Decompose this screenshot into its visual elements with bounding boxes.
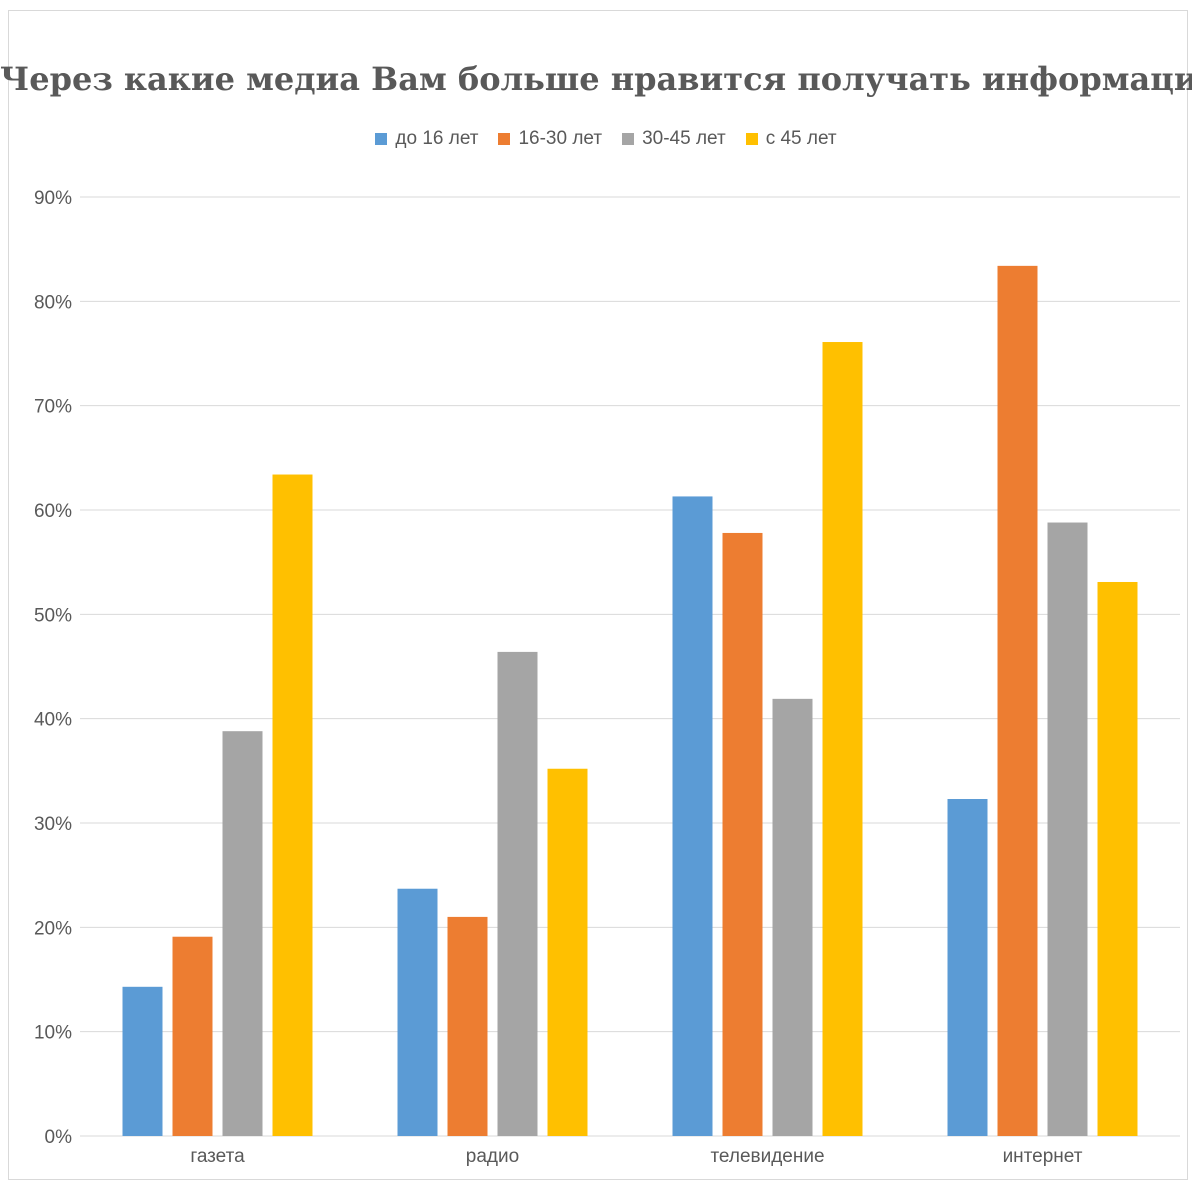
y-tick-label: 10% bbox=[34, 1023, 72, 1044]
legend-label: с 45 лет bbox=[765, 128, 837, 149]
bar bbox=[497, 651, 538, 1136]
y-tick-label: 50% bbox=[34, 605, 72, 626]
bar bbox=[997, 265, 1038, 1136]
bar bbox=[222, 731, 263, 1136]
bar bbox=[172, 936, 213, 1136]
y-tick-label: 20% bbox=[34, 918, 72, 939]
y-tick-label: 30% bbox=[34, 814, 72, 835]
chart-title: Через какие медиа Вам больше нравится по… bbox=[0, 60, 1192, 98]
x-tick-label: радио bbox=[466, 1146, 519, 1167]
bar bbox=[397, 888, 438, 1136]
y-tick-label: 60% bbox=[34, 501, 72, 522]
bar bbox=[947, 799, 988, 1136]
x-tick-label: газета bbox=[190, 1146, 245, 1167]
bar bbox=[822, 342, 863, 1137]
y-tick-label: 90% bbox=[34, 188, 72, 209]
bar bbox=[772, 698, 813, 1136]
bar bbox=[1097, 581, 1138, 1136]
y-tick-label: 0% bbox=[45, 1127, 73, 1148]
legend-item: 16-30 лет bbox=[498, 128, 602, 150]
legend-label: 30-45 лет bbox=[642, 128, 726, 149]
legend-swatch bbox=[745, 133, 758, 145]
x-tick-label: интернет bbox=[1003, 1146, 1083, 1167]
bar bbox=[122, 986, 163, 1136]
legend-swatch bbox=[498, 133, 511, 145]
legend-item: до 16 лет bbox=[375, 128, 478, 150]
bar bbox=[272, 474, 313, 1136]
legend-item: с 45 лет bbox=[745, 128, 837, 150]
legend-label: до 16 лет bbox=[395, 128, 479, 149]
bar bbox=[722, 532, 763, 1136]
legend-label: 16-30 лет bbox=[518, 128, 603, 149]
legend-swatch bbox=[622, 133, 635, 145]
y-tick-label: 80% bbox=[34, 292, 72, 313]
bar bbox=[447, 916, 488, 1136]
legend-swatch bbox=[375, 133, 388, 145]
bar bbox=[1047, 522, 1088, 1136]
bar bbox=[672, 496, 713, 1137]
legend-item: 30-45 лет bbox=[622, 128, 726, 150]
chart-legend: до 16 лет 16-30 лет 30-45 лет с 45 лет bbox=[0, 128, 1192, 150]
x-tick-label: телевидение bbox=[710, 1146, 824, 1167]
y-tick-label: 40% bbox=[34, 710, 72, 731]
y-tick-label: 70% bbox=[34, 397, 72, 418]
bar bbox=[547, 768, 588, 1136]
